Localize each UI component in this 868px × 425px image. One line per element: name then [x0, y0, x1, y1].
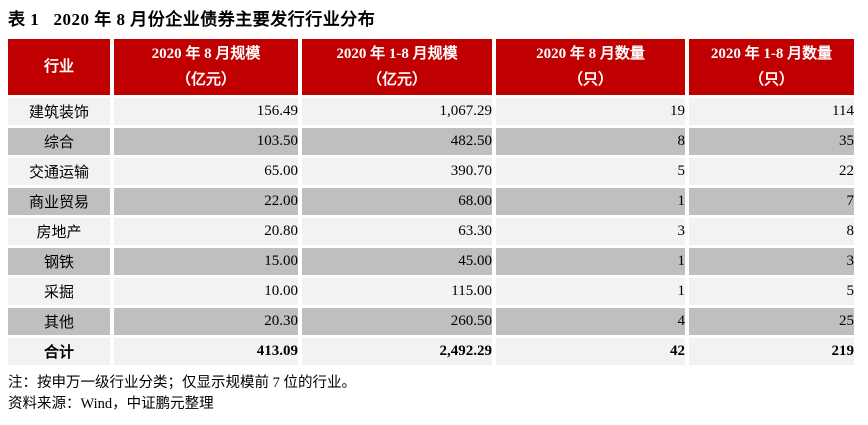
table-row: 采掘 10.00 115.00 1 5 [8, 278, 854, 305]
aug-scale-cell: 20.80 [114, 218, 298, 245]
table-total-row: 合计 413.09 2,492.29 42 219 [8, 338, 854, 365]
ytd-count-cell: 35 [689, 128, 854, 155]
table-row: 钢铁 15.00 45.00 1 3 [8, 248, 854, 275]
col-header-industry: 行业 [8, 39, 110, 95]
industry-cell: 采掘 [8, 278, 110, 305]
aug-scale-cell: 65.00 [114, 158, 298, 185]
ytd-count-cell: 5 [689, 278, 854, 305]
table-row: 房地产 20.80 63.30 3 8 [8, 218, 854, 245]
ytd-scale-cell: 45.00 [302, 248, 492, 275]
aug-scale-cell: 20.30 [114, 308, 298, 335]
ytd-count-cell: 3 [689, 248, 854, 275]
table-body: 建筑装饰 156.49 1,067.29 19 114 综合 103.50 48… [8, 98, 854, 365]
ytd-count-cell: 114 [689, 98, 854, 125]
ytd-scale-cell: 390.70 [302, 158, 492, 185]
aug-count-cell: 4 [496, 308, 685, 335]
industry-cell: 房地产 [8, 218, 110, 245]
industry-cell: 钢铁 [8, 248, 110, 275]
industry-cell: 其他 [8, 308, 110, 335]
ytd-scale-cell: 115.00 [302, 278, 492, 305]
aug-scale-cell: 15.00 [114, 248, 298, 275]
ytd-scale-cell: 260.50 [302, 308, 492, 335]
aug-scale-cell: 103.50 [114, 128, 298, 155]
aug-count-cell: 1 [496, 278, 685, 305]
table-row: 商业贸易 22.00 68.00 1 7 [8, 188, 854, 215]
table-header: 行业 2020 年 8 月规模 （亿元） 2020 年 1-8 月规模 （亿元）… [8, 39, 854, 95]
aug-count-cell: 42 [496, 338, 685, 365]
ytd-scale-cell: 68.00 [302, 188, 492, 215]
ytd-count-cell: 8 [689, 218, 854, 245]
header-row: 行业 2020 年 8 月规模 （亿元） 2020 年 1-8 月规模 （亿元）… [8, 39, 854, 95]
industry-cell: 交通运输 [8, 158, 110, 185]
aug-scale-cell: 10.00 [114, 278, 298, 305]
note-classification: 注：按申万一级行业分类；仅显示规模前 7 位的行业。 [8, 375, 356, 391]
industry-cell: 商业贸易 [8, 188, 110, 215]
table-row: 交通运输 65.00 390.70 5 22 [8, 158, 854, 185]
ytd-scale-cell: 2,492.29 [302, 338, 492, 365]
table-row: 其他 20.30 260.50 4 25 [8, 308, 854, 335]
col-header-ytd-count: 2020 年 1-8 月数量 （只） [689, 39, 854, 95]
aug-count-cell: 1 [496, 248, 685, 275]
aug-scale-cell: 413.09 [114, 338, 298, 365]
aug-scale-cell: 22.00 [114, 188, 298, 215]
ytd-count-cell: 25 [689, 308, 854, 335]
industry-cell: 综合 [8, 128, 110, 155]
ytd-scale-cell: 482.50 [302, 128, 492, 155]
col-header-ytd-scale: 2020 年 1-8 月规模 （亿元） [302, 39, 492, 95]
aug-count-cell: 5 [496, 158, 685, 185]
ytd-scale-cell: 63.30 [302, 218, 492, 245]
table-row: 建筑装饰 156.49 1,067.29 19 114 [8, 98, 854, 125]
aug-count-cell: 3 [496, 218, 685, 245]
table-row: 综合 103.50 482.50 8 35 [8, 128, 854, 155]
ytd-count-cell: 22 [689, 158, 854, 185]
col-header-aug-count: 2020 年 8 月数量 （只） [496, 39, 685, 95]
table-title: 表 1 2020 年 8 月份企业债券主要发行行业分布 [8, 10, 376, 29]
industry-cell: 合计 [8, 338, 110, 365]
aug-scale-cell: 156.49 [114, 98, 298, 125]
ytd-count-cell: 7 [689, 188, 854, 215]
aug-count-cell: 1 [496, 188, 685, 215]
aug-count-cell: 8 [496, 128, 685, 155]
ytd-count-cell: 219 [689, 338, 854, 365]
industry-distribution-table: 行业 2020 年 8 月规模 （亿元） 2020 年 1-8 月规模 （亿元）… [4, 36, 858, 368]
col-header-aug-scale: 2020 年 8 月规模 （亿元） [114, 39, 298, 95]
col-header-industry-label: 行业 [43, 58, 74, 75]
note-source: 资料来源：Wind，中证鹏元整理 [8, 396, 214, 413]
aug-count-cell: 19 [496, 98, 685, 125]
ytd-scale-cell: 1,067.29 [302, 98, 492, 125]
industry-cell: 建筑装饰 [8, 98, 110, 125]
footnotes: 注：按申万一级行业分类；仅显示规模前 7 位的行业。 资料来源：Wind，中证鹏… [8, 373, 860, 415]
